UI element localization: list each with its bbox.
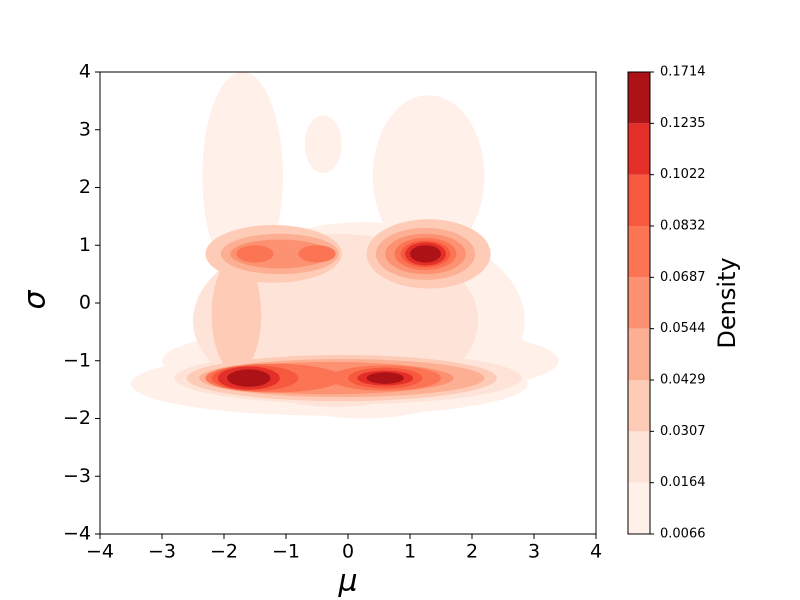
x-tick-label: −3 bbox=[148, 541, 176, 563]
colorbar-tick-label: 0.0164 bbox=[660, 475, 706, 490]
colorbar-tick-label: 0.0687 bbox=[660, 270, 706, 285]
x-tick-label: −1 bbox=[272, 541, 300, 563]
colorbar-tick-label: 0.1022 bbox=[660, 167, 706, 182]
y-tick-label: 1 bbox=[79, 234, 91, 256]
plot-area bbox=[131, 72, 559, 419]
y-tick-label: −3 bbox=[63, 465, 91, 487]
x-tick-label: 2 bbox=[466, 541, 478, 563]
contour-region bbox=[304, 115, 342, 174]
colorbar-tick-label: 0.0544 bbox=[660, 321, 706, 336]
contour-region bbox=[372, 95, 485, 257]
colorbar-tick-label: 0.1714 bbox=[660, 65, 706, 80]
y-tick-label: 3 bbox=[79, 118, 91, 140]
colorbar-band bbox=[628, 482, 650, 534]
contour-region bbox=[410, 245, 441, 263]
colorbar-tick-label: 0.0832 bbox=[660, 219, 706, 234]
colorbar-label: Density bbox=[713, 257, 741, 348]
colorbar-tick-label: 0.1235 bbox=[660, 116, 706, 131]
colorbar-tick-label: 0.0429 bbox=[660, 373, 706, 388]
colorbar-band bbox=[628, 380, 650, 432]
x-tick-label: −2 bbox=[210, 541, 238, 563]
contour-region bbox=[298, 245, 336, 263]
x-axis-label: μ bbox=[337, 564, 357, 599]
y-axis-label: σ bbox=[18, 290, 53, 310]
y-tick-label: 4 bbox=[79, 61, 91, 83]
x-tick-label: 0 bbox=[342, 541, 354, 563]
colorbar-band bbox=[628, 277, 650, 329]
colorbar-band bbox=[628, 328, 650, 380]
contour-region bbox=[366, 372, 404, 384]
y-tick-label: 0 bbox=[79, 292, 91, 314]
contour-region bbox=[236, 245, 274, 263]
colorbar-tick-label: 0.0307 bbox=[660, 424, 706, 439]
colorbar-band bbox=[628, 72, 650, 124]
x-tick-label: 1 bbox=[404, 541, 416, 563]
colorbar-band bbox=[628, 431, 650, 483]
x-tick-label: 4 bbox=[590, 541, 602, 563]
colorbar-band bbox=[628, 226, 650, 278]
y-tick-label: 2 bbox=[79, 176, 91, 198]
colorbar-tick-label: 0.0066 bbox=[660, 527, 706, 542]
colorbar-band bbox=[628, 174, 650, 226]
x-tick-label: 3 bbox=[528, 541, 540, 563]
contour-region bbox=[227, 369, 271, 387]
y-tick-label: −4 bbox=[63, 523, 91, 545]
y-tick-label: −2 bbox=[63, 407, 91, 429]
y-tick-label: −1 bbox=[63, 349, 91, 371]
colorbar-frame bbox=[627, 71, 651, 535]
colorbar-band bbox=[628, 123, 650, 175]
x-tick-label: −4 bbox=[86, 541, 114, 563]
contour-region bbox=[211, 256, 262, 373]
